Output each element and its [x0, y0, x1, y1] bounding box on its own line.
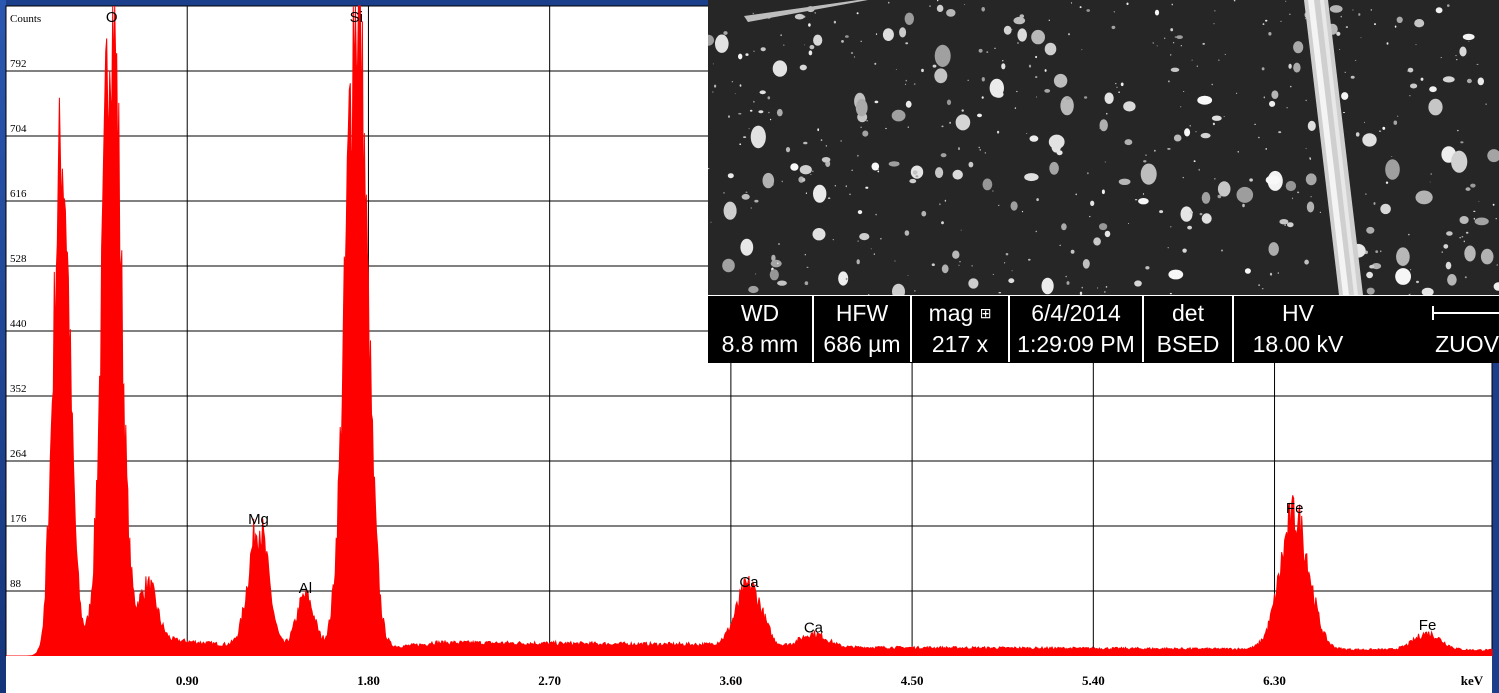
peak-label-ca: Ca	[739, 574, 759, 591]
x-tick-label: 3.60	[720, 673, 743, 688]
sem-det-header: det	[1172, 300, 1204, 326]
sem-brand-text: ZUOV	[1435, 331, 1499, 357]
sem-wd-header: WD	[740, 300, 780, 326]
scale-bar-line	[1432, 312, 1499, 314]
x-tick-label: 5.40	[1082, 673, 1105, 688]
y-tick-label: 528	[10, 253, 27, 265]
y-axis-label: Counts	[10, 13, 41, 25]
peak-label-o: O	[106, 9, 118, 26]
sem-mag-value: 217 x	[931, 331, 989, 357]
x-tick-label: 6.30	[1263, 673, 1286, 688]
x-tick-label: 1.80	[357, 673, 380, 688]
sem-scale-cell: ZUOV	[1364, 296, 1499, 362]
y-tick-label: 352	[10, 383, 27, 395]
x-tick-label: 2.70	[538, 673, 561, 688]
scale-bar-tick	[1432, 306, 1434, 320]
y-tick-label: 704	[10, 123, 27, 135]
sem-hv-cell: HV 18.00 kV	[1234, 296, 1362, 362]
sem-time-value: 1:29:09 PM	[1017, 331, 1135, 357]
peak-label-si: Si	[350, 9, 363, 26]
y-tick-label: 88	[10, 578, 22, 590]
spectrum-series	[6, 5, 1493, 657]
sem-hfw-cell: HFW 686 µm	[814, 296, 912, 362]
peak-label-ca: Ca	[804, 620, 824, 637]
sem-mag-label: mag	[928, 300, 974, 326]
grid-icon: ⊞	[979, 305, 992, 321]
sem-mag-cell: mag ⊞ 217 x	[912, 296, 1010, 362]
sem-hv-value: 18.00 kV	[1252, 331, 1344, 357]
x-tick-label: 0.90	[176, 673, 199, 688]
x-tick-labels: 0.90 1.80 2.70 3.60 4.50 5.40 6.30	[176, 673, 1286, 688]
y-tick-label: 264	[10, 448, 27, 460]
sem-date-header: 6/4/2014	[1031, 300, 1121, 326]
fiber-bundle	[744, 0, 1363, 295]
sem-det-cell: det BSED	[1144, 296, 1234, 362]
sem-info-bar: WD 8.8 mm HFW 686 µm mag ⊞ 217 x 6/4/201…	[708, 295, 1499, 363]
peak-label-fe: Fe	[1286, 500, 1304, 517]
window-frame	[0, 0, 6, 693]
x-axis-label: keV	[1461, 673, 1484, 688]
sem-micrograph-inset: WD 8.8 mm HFW 686 µm mag ⊞ 217 x 6/4/201…	[708, 0, 1499, 363]
x-tick-label: 4.50	[901, 673, 924, 688]
peak-label-al: Al	[299, 580, 312, 597]
y-tick-labels: 88 176 264 352 440 528 616 704 792	[10, 58, 27, 590]
sem-hfw-header: HFW	[835, 300, 889, 326]
y-tick-label: 176	[10, 513, 27, 525]
peak-labels: O Mg Al Si Ca Ca Fe Fe	[106, 9, 1436, 637]
y-tick-label: 616	[10, 188, 27, 200]
x-axis-band	[6, 656, 1492, 693]
sem-mag-header: mag ⊞	[912, 298, 1008, 331]
sem-det-value: BSED	[1156, 331, 1220, 357]
peak-label-fe: Fe	[1419, 617, 1437, 634]
sem-hv-header: HV	[1282, 300, 1314, 326]
sem-wd-value: 8.8 mm	[721, 331, 799, 357]
sem-hfw-value: 686 µm	[823, 331, 901, 357]
sem-date-cell: 6/4/2014 1:29:09 PM	[1010, 296, 1144, 362]
sem-image	[708, 0, 1499, 295]
peak-label-mg: Mg	[248, 511, 269, 528]
spectrum-area	[6, 5, 1493, 657]
y-tick-label: 792	[10, 58, 27, 70]
sem-wd-cell: WD 8.8 mm	[708, 296, 814, 362]
y-tick-label: 440	[10, 318, 27, 330]
